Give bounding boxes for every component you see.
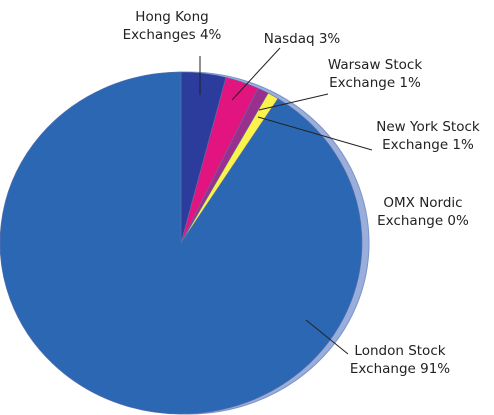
slice-label: London Stock Exchange 91% xyxy=(340,342,460,378)
slice-label: OMX Nordic Exchange 0% xyxy=(363,194,483,230)
category-name: Nasdaq xyxy=(263,31,315,47)
category-name: OMX Nordic Exchange xyxy=(377,195,463,229)
leader-line xyxy=(305,319,349,355)
leader-line xyxy=(231,47,281,101)
slice-label: Hong Kong Exchanges 4% xyxy=(112,8,232,44)
value-label: 3% xyxy=(318,31,341,47)
leader-line xyxy=(257,116,373,151)
value-label: 0% xyxy=(447,213,469,229)
value-label: 4% xyxy=(199,27,222,43)
leader-line xyxy=(258,93,329,111)
pie-slice xyxy=(0,71,363,415)
slice-label: Nasdaq 3% xyxy=(242,30,362,48)
category-name: Hong Kong Exchanges xyxy=(122,9,209,43)
value-label: 1% xyxy=(399,75,421,91)
slice-label: Warsaw Stock Exchange 1% xyxy=(315,56,435,92)
slice-label: New York Stock Exchange 1% xyxy=(368,118,488,154)
category-name: London Stock Exchange xyxy=(349,343,446,377)
value-label: 1% xyxy=(452,137,474,153)
category-name: Warsaw Stock Exchange xyxy=(327,57,423,91)
value-label: 91% xyxy=(420,361,451,377)
category-name: New York Stock Exchange xyxy=(376,119,480,153)
